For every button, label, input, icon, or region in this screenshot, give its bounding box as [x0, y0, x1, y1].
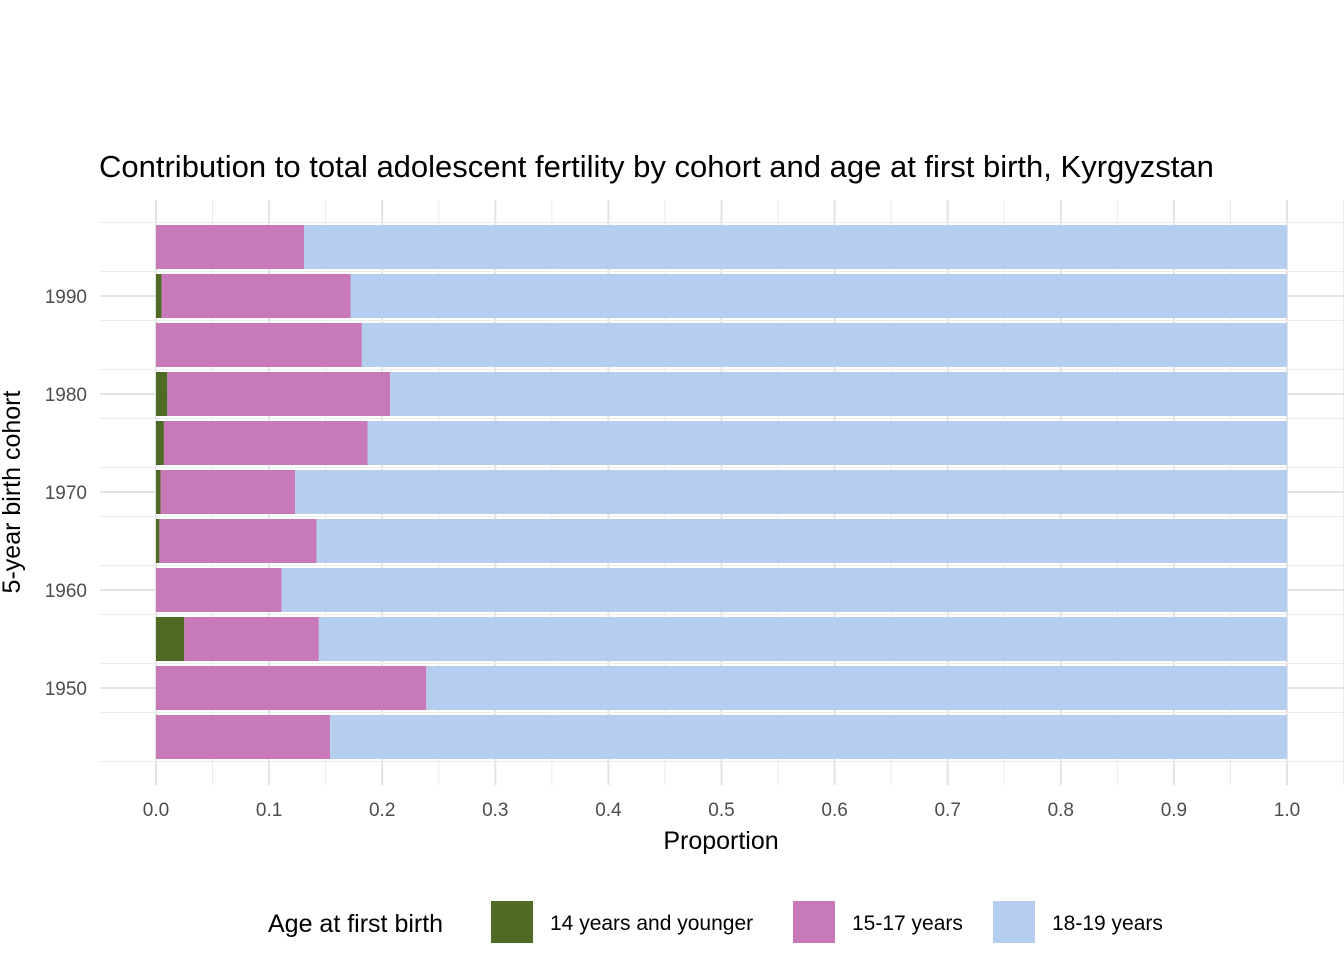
y-axis-label: 5-year birth cohort [0, 391, 26, 594]
bar-1990-series-2 [350, 274, 1288, 318]
x-tick-label: 0.3 [482, 800, 508, 821]
bar-1950-series-1 [156, 666, 427, 710]
legend-swatch [793, 901, 835, 943]
x-tick-label: 0.1 [256, 800, 282, 821]
bar-1970-series-0 [156, 470, 161, 514]
x-tick-label: 0.4 [595, 800, 622, 821]
chart-title: Contribution to total adolescent fertili… [99, 149, 1214, 184]
x-axis-label: Proportion [663, 827, 778, 855]
bar-1950-series-2 [426, 666, 1288, 710]
x-tick-label: 0.7 [934, 800, 960, 821]
bar-1995-series-1 [156, 225, 305, 269]
bar-1985-series-1 [156, 323, 362, 367]
bar-1945-series-1 [156, 715, 331, 759]
x-tick-label: 0.5 [708, 800, 734, 821]
bar-1960-series-2 [281, 568, 1287, 612]
bar-1970-series-2 [295, 470, 1287, 514]
bar-1980-series-1 [167, 372, 391, 416]
bar-1985-series-2 [361, 323, 1287, 367]
y-tick-label: 1980 [45, 385, 87, 406]
bar-1975-series-2 [367, 421, 1287, 465]
bar-1955-series-1 [184, 617, 319, 661]
y-tick-label: 1970 [45, 483, 87, 504]
bar-1990-series-1 [161, 274, 351, 318]
bar-1980-series-0 [156, 372, 168, 416]
y-tick-label: 1950 [45, 679, 87, 700]
bar-1955-series-2 [318, 617, 1287, 661]
bars [156, 225, 1288, 759]
bar-1955-series-0 [156, 617, 185, 661]
y-tick-labels: 1950 1960 1970 1980 1990 [45, 287, 87, 700]
x-tick-label: 0.6 [821, 800, 847, 821]
bar-1970-series-1 [160, 470, 296, 514]
legend-label: 14 years and younger [550, 912, 753, 935]
bar-1965-series-0 [156, 519, 160, 563]
bar-1975-series-1 [163, 421, 368, 465]
legend-swatch [993, 901, 1035, 943]
bar-1965-series-1 [159, 519, 317, 563]
legend-swatch [491, 901, 533, 943]
bar-1960-series-1 [156, 568, 282, 612]
y-tick-label: 1990 [45, 287, 87, 308]
x-tick-label: 0.8 [1048, 800, 1074, 821]
legend: Age at first birth 14 years and younger 1… [268, 901, 1163, 943]
bar-1995-series-2 [304, 225, 1287, 269]
legend-label: 15-17 years [852, 912, 963, 935]
x-tick-label: 0.2 [369, 800, 395, 821]
bar-1945-series-2 [330, 715, 1287, 759]
legend-title: Age at first birth [268, 910, 443, 938]
x-tick-labels: 0.0 0.1 0.2 0.3 0.4 0.5 0.6 0.7 0.8 0.9 1.0 [143, 800, 1300, 821]
y-tick-label: 1960 [45, 581, 87, 602]
bar-1990-series-0 [156, 274, 162, 318]
legend-label: 18-19 years [1052, 912, 1163, 935]
bar-1975-series-0 [156, 421, 164, 465]
x-tick-label: 0.9 [1161, 800, 1187, 821]
x-tick-label: 0.0 [143, 800, 169, 821]
x-tick-label: 1.0 [1274, 800, 1300, 821]
bar-1980-series-2 [390, 372, 1287, 416]
bar-1965-series-2 [316, 519, 1287, 563]
